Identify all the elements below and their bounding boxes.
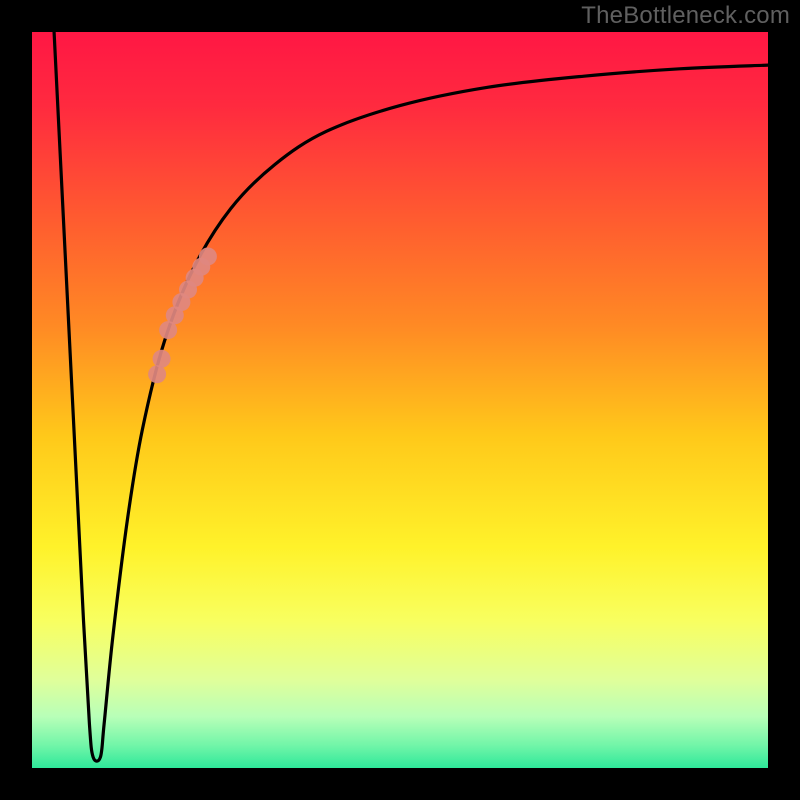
watermark-text: TheBottleneck.com [581, 2, 790, 30]
highlight-marker [153, 350, 171, 368]
highlight-marker [148, 365, 166, 383]
bottleneck-curve-chart [0, 0, 800, 800]
chart-container: TheBottleneck.com [0, 0, 800, 800]
highlight-marker [199, 247, 217, 265]
plot-background-gradient [32, 32, 768, 768]
